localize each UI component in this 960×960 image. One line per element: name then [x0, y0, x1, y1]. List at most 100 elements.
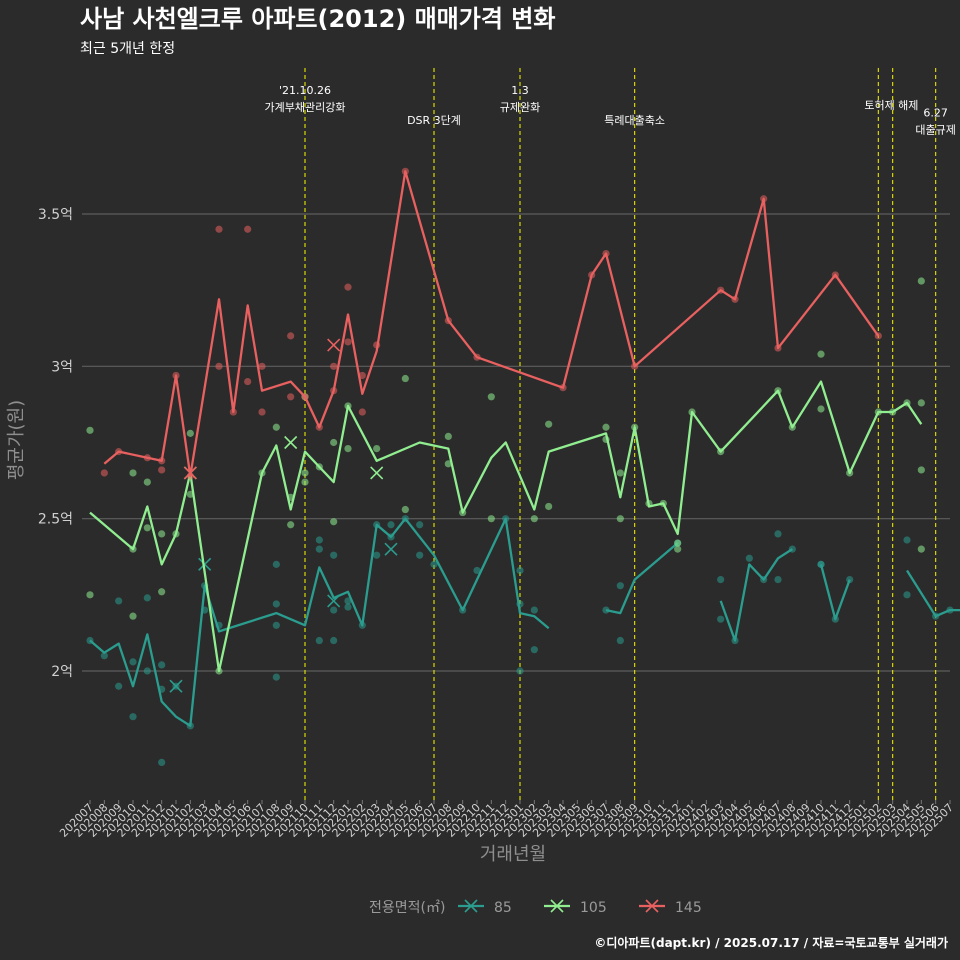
data-point — [272, 560, 280, 568]
event-label: '21.10.26 — [279, 84, 331, 97]
legend-label: 85 — [494, 900, 512, 916]
series-line — [906, 569, 960, 618]
cross-marker — [327, 338, 341, 352]
data-point — [674, 545, 682, 553]
legend-title: 전용면적(㎡) — [369, 900, 445, 916]
data-point — [487, 515, 495, 523]
data-point — [129, 612, 137, 620]
data-point — [315, 545, 323, 553]
data-point — [287, 332, 295, 340]
data-point — [344, 597, 352, 605]
data-point — [143, 478, 151, 486]
data-point — [330, 438, 338, 447]
data-point — [903, 591, 911, 599]
data-point — [774, 576, 782, 584]
y-tick-label: 2억 — [51, 664, 73, 680]
data-point — [129, 469, 137, 477]
data-point — [602, 423, 610, 431]
data-point — [917, 277, 925, 285]
data-point — [444, 432, 452, 441]
event-label: DSR 3단계 — [407, 114, 461, 127]
y-tick-label: 3.5억 — [38, 207, 73, 223]
data-point — [100, 469, 108, 477]
data-point — [717, 576, 725, 584]
y-tick-label: 3억 — [51, 359, 73, 375]
data-point — [903, 536, 911, 544]
y-tick-label: 2.5억 — [38, 512, 73, 528]
data-point — [215, 225, 223, 233]
data-point — [344, 338, 352, 346]
chart-subtitle: 최근 5개년 한정 — [80, 41, 175, 57]
data-point — [616, 469, 624, 477]
data-point — [315, 536, 323, 544]
cross-marker — [370, 466, 384, 480]
data-point — [215, 362, 223, 370]
data-point — [401, 374, 409, 383]
data-point — [917, 466, 925, 474]
data-point — [817, 405, 825, 413]
chart-title: 사남 사천엘크루 아파트(2012) 매매가격 변화 — [80, 5, 555, 33]
data-point — [430, 560, 438, 568]
data-point — [373, 551, 381, 559]
event-label: 토허제 해제 — [864, 98, 918, 112]
data-point — [115, 597, 123, 605]
data-point — [301, 469, 309, 477]
data-point — [444, 460, 452, 468]
data-point — [244, 377, 252, 386]
data-point — [545, 502, 553, 511]
series-line — [89, 517, 550, 727]
data-point — [330, 606, 338, 614]
data-point — [330, 362, 338, 370]
data-point — [330, 636, 338, 645]
data-point — [774, 530, 782, 538]
cross-marker — [169, 679, 183, 693]
data-point — [158, 588, 166, 596]
data-point — [401, 505, 409, 514]
data-point — [143, 524, 151, 532]
data-point — [473, 566, 481, 575]
data-point — [258, 408, 266, 416]
data-point — [516, 667, 524, 675]
series-105 — [86, 277, 925, 675]
data-point — [387, 521, 395, 529]
data-point — [287, 521, 295, 529]
data-point — [602, 606, 610, 614]
series-layer — [86, 167, 960, 767]
series-85 — [86, 515, 960, 767]
data-point — [129, 713, 137, 721]
data-point — [373, 444, 381, 453]
data-point — [272, 673, 280, 681]
data-point — [487, 393, 495, 401]
data-point — [917, 399, 925, 407]
legend-swatch-cross — [645, 899, 659, 913]
data-point — [530, 646, 538, 654]
data-point — [530, 515, 538, 523]
caption: ©디아파트(dapt.kr) / 2025.07.17 / 자료=국토교통부 실… — [594, 935, 948, 950]
data-point — [358, 371, 366, 380]
y-axis-label: 평균가(원) — [6, 400, 27, 480]
data-point — [416, 521, 424, 529]
data-point — [516, 566, 524, 575]
data-point — [158, 758, 166, 767]
legend-swatch-cross — [464, 899, 478, 913]
data-point — [186, 429, 194, 437]
data-point — [287, 393, 295, 401]
data-point — [158, 466, 166, 474]
series-line — [89, 380, 923, 673]
data-point — [358, 408, 366, 416]
data-point — [344, 603, 352, 611]
data-point — [272, 621, 280, 629]
event-label: 가계부채관리강화 — [265, 101, 346, 114]
data-point — [86, 591, 94, 599]
x-axis-label: 거래년월 — [480, 844, 546, 865]
series-line — [103, 170, 880, 478]
series-line — [719, 548, 793, 642]
event-label: 1.3 — [511, 84, 529, 97]
cross-marker — [327, 594, 341, 608]
event-label: 대출규제 — [915, 124, 955, 137]
data-point — [272, 600, 280, 608]
event-label: 특례대출축소 — [604, 114, 665, 127]
x-axis: 2020072020082020092020102020112020122021… — [57, 800, 956, 840]
